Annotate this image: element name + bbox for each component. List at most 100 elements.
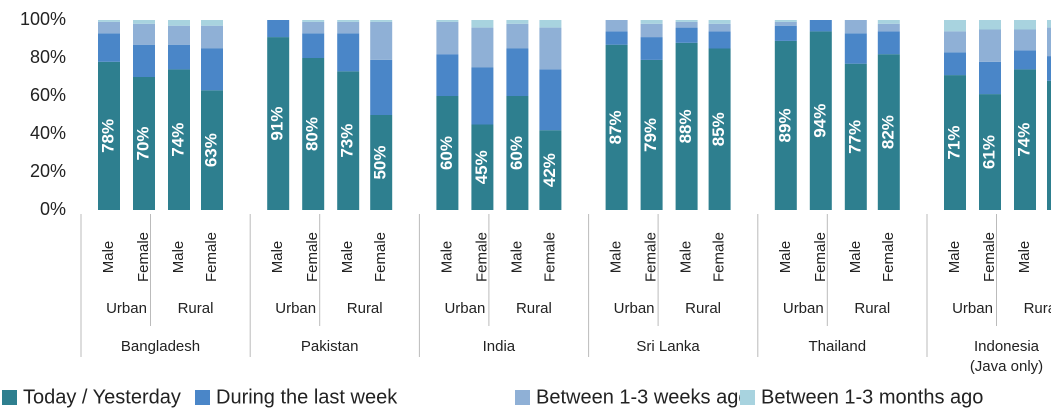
bar-segment	[370, 115, 393, 210]
y-tick-label: 20%	[30, 161, 66, 181]
bar-segment	[133, 44, 155, 77]
bar-segment	[640, 37, 663, 60]
bar-segment	[640, 59, 663, 211]
bar-segment	[708, 20, 731, 24]
bar-segment	[337, 33, 360, 72]
x-tick-label: Female	[711, 232, 728, 282]
group-label: Thailand	[809, 338, 867, 355]
bar-segment	[267, 37, 290, 210]
bar-segment	[944, 52, 966, 76]
value-label: 77%	[845, 120, 864, 154]
value-label: 94%	[810, 104, 829, 138]
value-label: 91%	[268, 107, 287, 141]
bar-segment	[774, 20, 797, 22]
group-label: Sri Lanka	[636, 338, 700, 355]
bar-segment	[539, 20, 562, 28]
bar-segment	[774, 21, 797, 26]
bar-segment	[844, 63, 867, 211]
x-tick-label: Male	[438, 241, 455, 274]
legend-swatch	[740, 390, 755, 405]
bar-segment	[774, 40, 797, 211]
bar-segment	[98, 21, 120, 34]
bar-segment	[302, 58, 325, 210]
bar-segment	[506, 20, 529, 24]
bar-segment	[539, 27, 562, 70]
bar-segment	[302, 33, 325, 58]
value-label: 71%	[944, 126, 963, 160]
area-label: Urban	[106, 300, 147, 317]
bar-segment	[944, 31, 966, 53]
x-tick-label: Female	[203, 232, 220, 282]
bar-segment	[337, 71, 360, 210]
bar-segment	[337, 21, 360, 34]
value-label: 78%	[98, 119, 117, 153]
value-label: 89%	[775, 108, 794, 142]
bar-segment	[1014, 29, 1036, 51]
y-tick-label: 0%	[40, 199, 66, 219]
bar-segment	[436, 54, 459, 96]
value-label: 60%	[507, 136, 526, 170]
bar-segment	[539, 130, 562, 210]
group-label: India	[483, 338, 516, 355]
bar-segment	[809, 20, 832, 32]
x-tick-label: Female	[643, 232, 660, 282]
value-label: 42%	[540, 153, 559, 187]
bar-segment	[201, 48, 223, 91]
bar-segment	[708, 31, 731, 49]
bar-segment	[675, 21, 698, 28]
bar-segment	[708, 48, 731, 210]
x-tick-label: Male	[946, 241, 963, 274]
x-tick-label: Male	[777, 241, 794, 274]
group-label: Bangladesh	[121, 338, 200, 355]
bar-segment	[979, 61, 1001, 95]
group-label: Pakistan	[301, 338, 359, 355]
bar-segment	[98, 61, 120, 210]
bar-segment	[370, 59, 393, 115]
bar-segment	[877, 20, 900, 24]
bar-segment	[844, 20, 867, 34]
value-label: 63%	[201, 133, 220, 167]
area-label: Urban	[275, 300, 316, 317]
x-tick-label: Male	[100, 241, 117, 274]
bar-segment	[640, 20, 663, 24]
area-label: Rural	[178, 300, 214, 317]
bar-segment	[471, 27, 494, 68]
value-label: 74%	[1014, 123, 1033, 157]
area-label: Rural	[516, 300, 552, 317]
value-label: 85%	[709, 112, 728, 146]
bar-segment	[539, 69, 562, 131]
bar-segment	[168, 20, 190, 26]
legend-swatch	[2, 390, 17, 405]
bar-segment	[1047, 56, 1051, 81]
value-label: 45%	[472, 150, 491, 184]
bar-segment	[436, 21, 459, 55]
y-tick-label: 40%	[30, 123, 66, 143]
x-tick-label: Male	[608, 241, 625, 274]
bar-segment	[877, 31, 900, 55]
area-label: Rural	[685, 300, 721, 317]
bar-segment	[436, 96, 459, 210]
x-tick-label: Male	[170, 241, 187, 274]
x-tick-label: Male	[508, 241, 525, 274]
value-label: 80%	[303, 117, 322, 151]
bar-segment	[877, 23, 900, 32]
bar-segment	[98, 20, 120, 22]
value-label: 60%	[437, 136, 456, 170]
area-label: Rural	[1024, 300, 1051, 317]
bar-segment	[133, 77, 155, 210]
bar-segment	[471, 67, 494, 125]
bar-segment	[809, 31, 832, 211]
bar-segment	[675, 27, 698, 43]
bar-segment	[436, 20, 459, 22]
bar-segment	[201, 90, 223, 210]
bar-segment	[471, 124, 494, 210]
value-label: 87%	[606, 110, 625, 144]
bar-segment	[979, 94, 1001, 210]
bar-segment	[370, 20, 393, 22]
bar-segment	[471, 20, 494, 28]
bar-segment	[979, 29, 1001, 62]
value-label: 70%	[133, 126, 152, 160]
value-label: 74%	[168, 123, 187, 157]
bar-segment	[774, 25, 797, 41]
